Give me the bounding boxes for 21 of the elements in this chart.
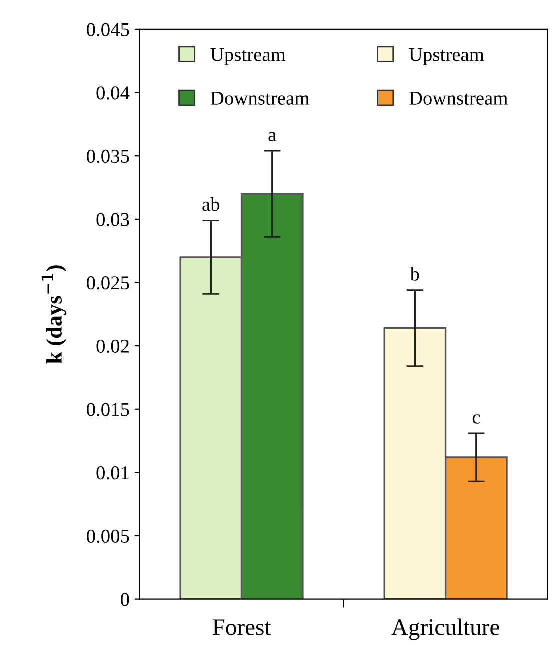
x-tick-label: Forest [212,620,272,636]
x-tick-label: Agriculture [392,618,500,640]
annotation: a [268,132,276,142]
y-tick-label: 0.025 [87,276,130,290]
legend-label: Downstream [210,92,310,105]
legend-label: Upstream [210,48,286,66]
y-tick-label: 0 [121,593,130,606]
y-tick-label: 0.01 [96,466,129,480]
legend-label: Downstream [409,92,508,105]
y-tick-label: 0.045 [87,23,130,36]
annotation: ab [202,198,220,212]
y-tick-label: 0.02 [96,340,129,354]
y-tick-label: 0.005 [87,530,130,544]
annotation: b [410,267,420,281]
y-tick-label: 0.035 [87,150,130,164]
annotation: c [472,414,480,424]
y-axis-title: k (days$^{−1}$) [42,266,67,364]
y-tick-label: 0.015 [87,403,130,416]
y-tick-label: 0.03 [96,213,130,226]
y-tick-label: 0.04 [96,86,130,100]
legend-label: Upstream [409,48,484,66]
